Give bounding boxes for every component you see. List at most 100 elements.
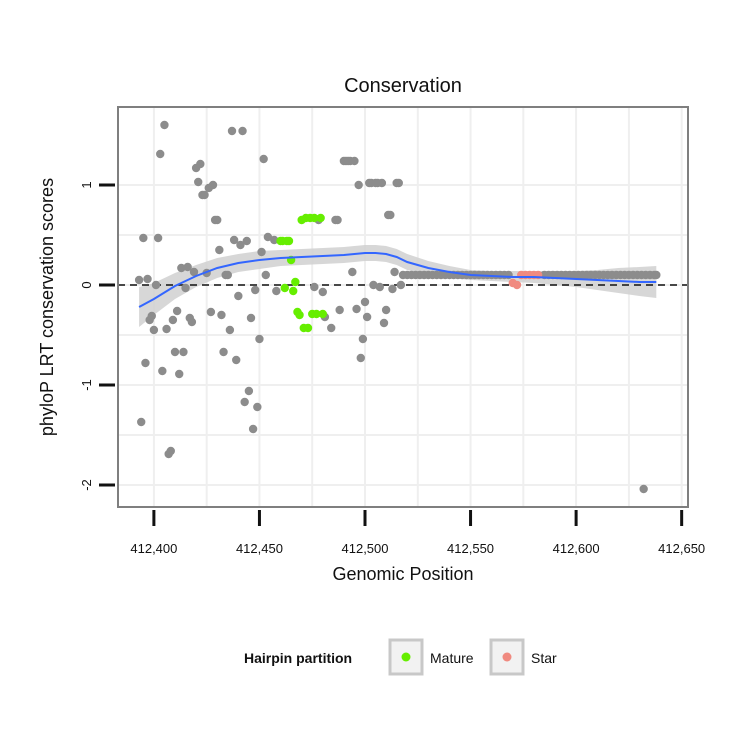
data-point-other bbox=[215, 245, 224, 255]
legend-label-mature: Mature bbox=[430, 650, 474, 666]
data-point-other bbox=[360, 297, 370, 307]
data-point-other bbox=[639, 484, 648, 494]
data-point-other bbox=[242, 236, 251, 246]
data-point-other bbox=[223, 270, 232, 280]
data-point-mature bbox=[310, 213, 319, 223]
y-tick-label: -1 bbox=[79, 379, 94, 391]
legend: Hairpin partition Mature Star bbox=[244, 638, 557, 676]
plot-border bbox=[117, 106, 689, 508]
data-point-other bbox=[246, 313, 256, 323]
data-point-other bbox=[172, 306, 182, 316]
data-point-other bbox=[147, 311, 156, 321]
data-point-other bbox=[217, 310, 226, 320]
data-point-star bbox=[512, 280, 522, 290]
data-point-other bbox=[141, 358, 150, 368]
data-point-other bbox=[206, 307, 216, 317]
data-point-other bbox=[350, 156, 359, 166]
data-point-other bbox=[396, 280, 406, 290]
data-point-other bbox=[158, 366, 167, 376]
data-point-other bbox=[251, 285, 260, 295]
data-point-other bbox=[183, 262, 192, 272]
data-point-other bbox=[143, 274, 152, 284]
data-point-other bbox=[388, 284, 397, 294]
smooth-band-layer bbox=[139, 245, 657, 327]
data-point-mature bbox=[284, 236, 294, 246]
data-point-mature bbox=[312, 309, 321, 319]
data-point-other bbox=[137, 417, 146, 427]
data-point-mature bbox=[289, 286, 298, 296]
legend-label-star: Star bbox=[531, 650, 557, 666]
y-tick-label: 0 bbox=[79, 281, 94, 288]
data-point-other bbox=[248, 424, 258, 434]
points-layer bbox=[134, 120, 661, 494]
data-point-other bbox=[327, 323, 336, 333]
data-point-other bbox=[170, 347, 180, 357]
chart-title: Conservation bbox=[344, 75, 462, 97]
data-point-other bbox=[238, 126, 247, 136]
legend-title: Hairpin partition bbox=[244, 650, 352, 666]
data-point-mature bbox=[303, 323, 313, 333]
data-point-other bbox=[225, 325, 235, 335]
y-axis-title: phyloP LRT conservation scores bbox=[37, 178, 57, 436]
data-point-other bbox=[263, 232, 273, 242]
data-point-other bbox=[208, 180, 218, 190]
data-point-other bbox=[381, 305, 391, 315]
data-point-other bbox=[375, 282, 384, 292]
data-point-other bbox=[335, 305, 344, 315]
data-point-other bbox=[229, 235, 239, 245]
data-point-other bbox=[177, 263, 186, 273]
legend-marker-mature bbox=[401, 652, 411, 662]
data-point-other bbox=[139, 233, 148, 243]
data-point-other bbox=[168, 315, 178, 325]
data-point-other bbox=[394, 178, 403, 188]
data-point-other bbox=[354, 180, 363, 190]
data-point-other bbox=[390, 267, 399, 277]
data-point-other bbox=[181, 283, 190, 293]
data-point-other bbox=[153, 233, 163, 243]
data-point-mature bbox=[316, 213, 325, 223]
data-point-other bbox=[255, 334, 264, 344]
data-point-other bbox=[160, 120, 169, 130]
smooth-curve bbox=[138, 252, 657, 308]
x-tick-label: 412,450 bbox=[236, 541, 283, 556]
data-point-other bbox=[259, 154, 268, 164]
data-point-other bbox=[213, 215, 222, 225]
data-point-other bbox=[253, 402, 262, 412]
data-point-other bbox=[257, 247, 266, 257]
data-point-other bbox=[261, 270, 270, 280]
data-point-other bbox=[151, 280, 161, 290]
data-point-other bbox=[232, 355, 241, 365]
data-point-mature bbox=[295, 310, 304, 320]
data-point-other bbox=[333, 215, 342, 225]
data-point-other bbox=[200, 190, 209, 200]
data-point-other bbox=[379, 318, 389, 328]
data-point-other bbox=[196, 159, 205, 169]
data-point-other bbox=[377, 178, 387, 188]
data-point-other bbox=[189, 267, 199, 277]
data-point-other bbox=[149, 325, 159, 335]
data-point-other bbox=[270, 235, 279, 245]
data-point-mature bbox=[318, 309, 327, 319]
x-tick-label: 412,500 bbox=[342, 541, 389, 556]
data-point-other bbox=[240, 397, 249, 407]
x-tick-label: 412,600 bbox=[553, 541, 600, 556]
data-point-other bbox=[310, 282, 319, 292]
data-point-other bbox=[356, 353, 365, 363]
data-point-other bbox=[236, 240, 245, 250]
data-point-other bbox=[504, 270, 513, 280]
data-point-other bbox=[318, 287, 327, 297]
data-point-other bbox=[652, 270, 661, 280]
x-tick-label: 412,400 bbox=[130, 541, 177, 556]
data-point-other bbox=[348, 267, 357, 277]
smooth-confidence-band bbox=[139, 245, 657, 327]
data-point-other bbox=[227, 126, 237, 136]
x-tick-label: 412,550 bbox=[447, 541, 494, 556]
x-tick-label: 412,650 bbox=[658, 541, 705, 556]
y-tick-label: 1 bbox=[79, 181, 94, 188]
x-axis-title: Genomic Position bbox=[332, 564, 473, 584]
data-point-other bbox=[362, 312, 372, 322]
smooth-curve-layer bbox=[138, 252, 657, 308]
data-point-other bbox=[156, 149, 165, 159]
data-point-other bbox=[272, 286, 281, 296]
